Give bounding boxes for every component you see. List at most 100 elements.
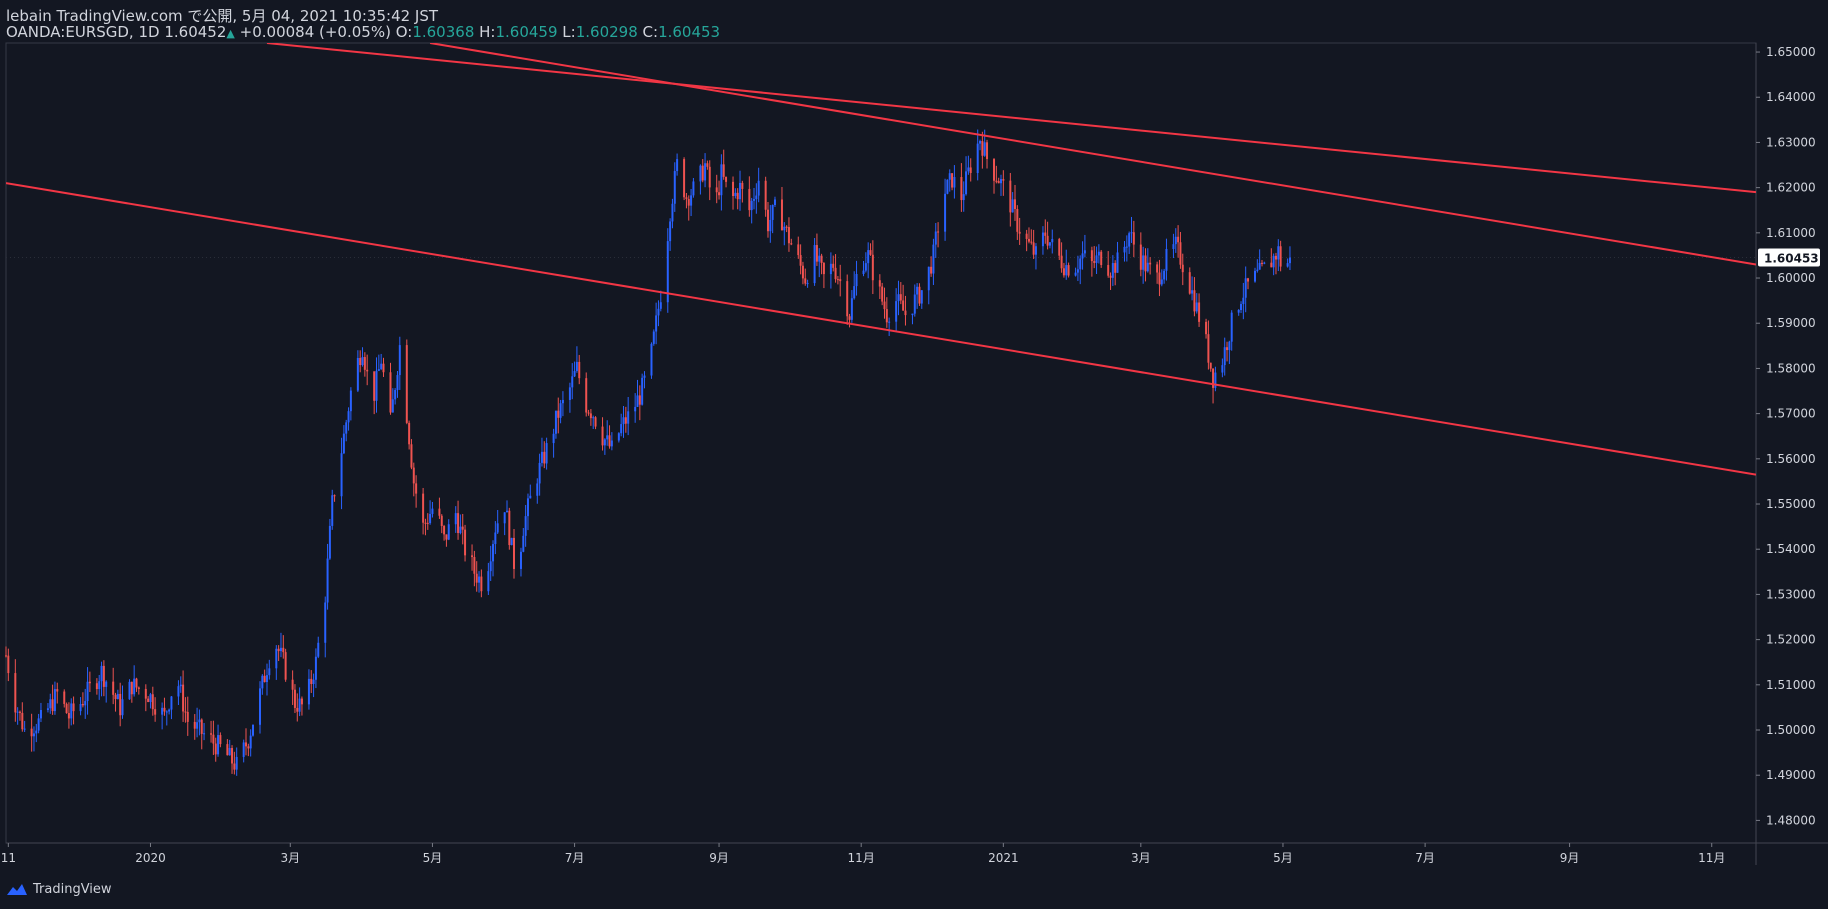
candle-body (911, 313, 914, 316)
candle-down (1044, 219, 1047, 244)
candle-body (203, 733, 206, 735)
candle-down (219, 732, 222, 748)
candle-up (529, 484, 532, 499)
candle-body (37, 718, 40, 731)
candle-body (1123, 246, 1126, 253)
candle-body (380, 363, 383, 370)
time-tick-label: 11月 (848, 851, 875, 865)
candle-up (771, 204, 774, 234)
candle-body (904, 310, 907, 316)
time-tick-label: 2021 (988, 851, 1019, 865)
candle-body (128, 681, 131, 700)
candle-up (655, 302, 658, 345)
candle-up (496, 510, 499, 534)
candle-body (755, 195, 758, 200)
candle-body (51, 699, 54, 712)
candle-down (112, 667, 115, 705)
candle-up (177, 680, 180, 706)
candle-body (704, 163, 707, 181)
price-change: +0.00084 (+0.05%) (239, 23, 391, 41)
candle-down (918, 283, 921, 306)
candle-body (1228, 341, 1231, 351)
candle-body (1048, 242, 1051, 246)
candle-body (820, 255, 823, 263)
candle-body (412, 467, 415, 484)
candle-body (1195, 302, 1198, 312)
publish-info: lebain TradingView.com で公開, 5月 04, 2021 … (6, 5, 438, 26)
candle-down (839, 264, 842, 297)
candle-up (487, 562, 490, 595)
candle-body (916, 286, 919, 295)
candle-body (1011, 199, 1014, 213)
candle-up (953, 165, 956, 199)
candle-body (1116, 252, 1119, 273)
candle-down (1013, 184, 1016, 221)
candle-down (715, 174, 718, 204)
footer-brand[interactable]: TradingView (6, 882, 112, 897)
candle-body (918, 286, 921, 304)
symbol-label[interactable]: OANDA:EURSGD, 1D (6, 23, 160, 41)
candle-up (105, 680, 108, 703)
candle-down (1177, 225, 1180, 258)
candle-up (340, 437, 343, 510)
candle-up (561, 391, 564, 417)
candle-down (683, 157, 686, 201)
price-tick-label: 1.60000 (1766, 271, 1816, 285)
candle-body (480, 576, 483, 592)
candle-up (1116, 241, 1119, 273)
candle-body (161, 707, 164, 715)
candle-up (1128, 231, 1131, 254)
candle-down (1205, 318, 1208, 339)
candle-down (182, 670, 185, 722)
candle-down (969, 158, 972, 182)
candle-down (471, 544, 474, 571)
candle-up (1230, 310, 1233, 351)
candle-body (1191, 290, 1194, 294)
candle-down (701, 159, 704, 183)
candle-down (102, 660, 105, 697)
candle-up (1146, 248, 1149, 273)
candle-body (21, 712, 24, 730)
candle-body (522, 535, 525, 552)
candle-down (464, 524, 467, 562)
candle-up (1240, 301, 1243, 314)
candle-down (587, 409, 590, 416)
price-tick-label: 1.50000 (1766, 723, 1816, 737)
candle-body (585, 378, 588, 413)
candle-body (198, 719, 201, 723)
candle-up (519, 547, 522, 577)
candle-body (617, 433, 620, 441)
candle-body (18, 711, 21, 713)
candle-down (1209, 362, 1212, 372)
candle-body (226, 744, 229, 756)
candle-down (424, 518, 427, 536)
candle-up (84, 688, 87, 719)
candle-down (736, 188, 739, 210)
candle-body (81, 704, 84, 706)
candle-up (79, 697, 82, 716)
candle-up (554, 410, 557, 439)
candle-up (391, 388, 394, 413)
candle-up (920, 290, 923, 309)
candle-body (1114, 263, 1117, 273)
candle-body (228, 748, 231, 756)
candle-up (888, 317, 891, 336)
candle-down (291, 670, 294, 705)
candle-body (245, 742, 248, 747)
candle-body (822, 262, 825, 275)
candle-up (1125, 235, 1128, 262)
candle-down (1109, 272, 1112, 290)
candle-body (620, 424, 623, 434)
candle-body (1212, 368, 1215, 388)
candle-up (494, 521, 497, 555)
candle-body (429, 513, 432, 524)
candle-up (394, 388, 397, 405)
candle-down (363, 352, 366, 377)
candle-body (839, 279, 842, 282)
candle-body (464, 529, 467, 556)
candle-down (512, 529, 515, 579)
candle-body (247, 746, 250, 749)
candle-body (282, 647, 285, 653)
candle-down (95, 678, 98, 695)
